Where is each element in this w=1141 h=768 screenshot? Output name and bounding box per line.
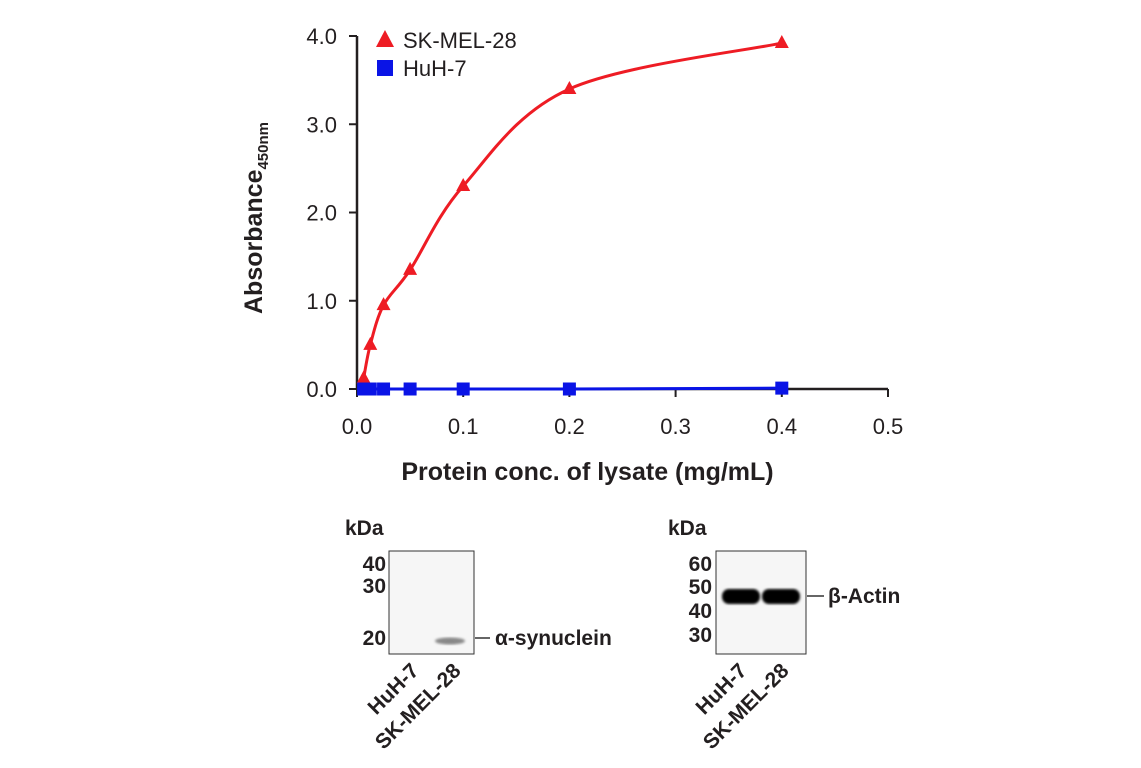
data-point <box>376 297 391 311</box>
marker-30: 30 <box>363 575 386 598</box>
data-point <box>775 381 789 395</box>
elisa-chart: 0.0 0.1 0.2 0.3 0.4 0.5 0.0 1.0 2.0 3.0 4.0 Protein… <box>240 24 903 486</box>
data-point <box>456 382 470 396</box>
data-point <box>774 35 789 49</box>
marker-50: 50 <box>689 576 712 599</box>
data-point <box>363 382 377 396</box>
legend-label: HuH-7 <box>403 56 467 81</box>
y-tick-label: 3.0 <box>306 112 337 137</box>
blot-membrane <box>388 550 475 655</box>
data-point <box>562 80 577 94</box>
y-axis-label-subscript: 450nm <box>255 122 272 170</box>
marker-30: 30 <box>689 624 712 647</box>
x-tick-label: 0.2 <box>554 414 585 439</box>
band-beta-actin <box>722 589 760 604</box>
marker-40: 40 <box>689 600 712 623</box>
marker-60: 60 <box>689 553 712 576</box>
series-huh-7 <box>357 381 789 396</box>
series-line <box>362 41 783 379</box>
x-tick-label: 0.4 <box>767 414 798 439</box>
kda-label: kDa <box>345 517 384 540</box>
y-tick-label: 4.0 <box>306 24 337 49</box>
kda-label: kDa <box>668 517 707 540</box>
x-tick-label: 0.5 <box>873 414 904 439</box>
data-point <box>356 370 371 384</box>
data-point <box>456 178 471 192</box>
y-tick-label: 2.0 <box>306 201 337 226</box>
data-point <box>403 261 418 275</box>
band-alpha-synuclein <box>435 637 465 645</box>
x-tick-label: 0.1 <box>448 414 479 439</box>
y-tick-label: 0.0 <box>306 377 337 402</box>
x-tick-label: 0.3 <box>660 414 691 439</box>
y-axis-label: Absorbance450nm <box>240 122 272 314</box>
marker-40: 40 <box>363 553 386 576</box>
target-label: β-Actin <box>828 585 900 608</box>
data-point <box>363 336 378 350</box>
data-point <box>562 382 576 396</box>
series-sk-mel-28 <box>356 35 789 384</box>
data-point <box>377 382 391 396</box>
data-point <box>403 382 417 396</box>
x-axis-label: Protein conc. of lysate (mg/mL) <box>401 458 773 486</box>
band-beta-actin <box>762 589 800 604</box>
x-tick-label: 0.0 <box>342 414 373 439</box>
legend-marker <box>377 60 393 76</box>
blot-alpha-synuclein: kDa 40 30 20 α-synuclein HuH-7 SK-MEL-28 <box>345 517 612 754</box>
legend-marker <box>376 30 394 47</box>
target-label: α-synuclein <box>495 627 612 650</box>
y-tick-label: 1.0 <box>306 289 337 314</box>
blot-beta-actin: kDa 60 50 40 30 β-Actin HuH-7 SK-MEL-28 <box>668 517 900 754</box>
legend-label: SK-MEL-28 <box>403 28 517 53</box>
marker-20: 20 <box>363 627 386 650</box>
